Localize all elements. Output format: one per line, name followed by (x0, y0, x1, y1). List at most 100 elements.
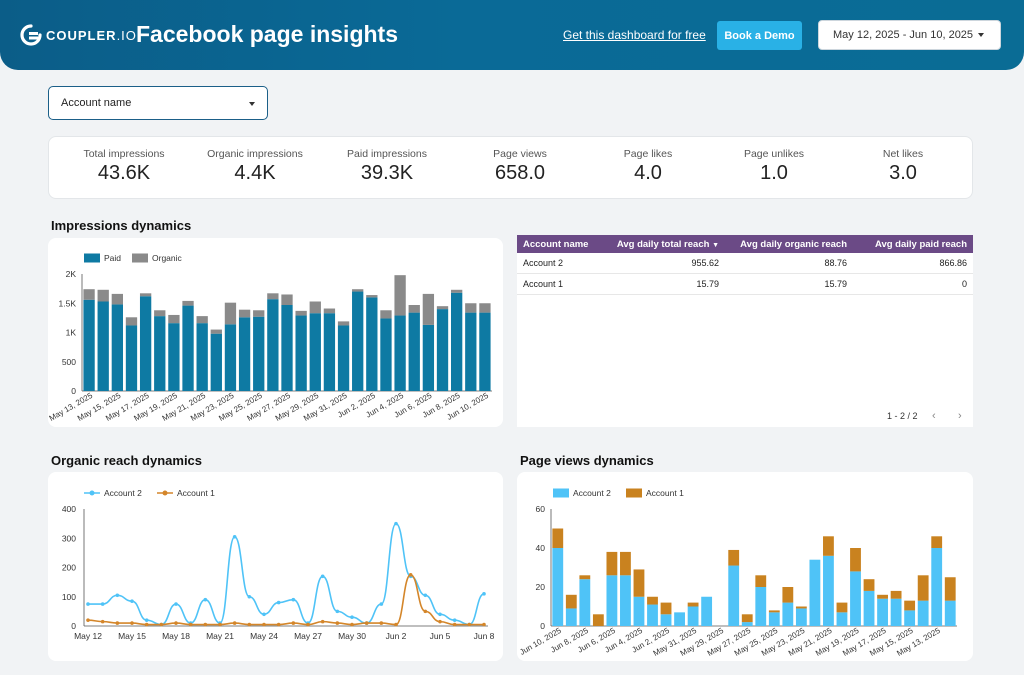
col-avg-paid-reach[interactable]: Avg daily paid reach (874, 238, 967, 250)
bar-account-1 (768, 610, 780, 613)
point-account-1 (144, 622, 149, 627)
col-avg-total-reach[interactable]: Avg daily total reach ▼ (615, 239, 725, 250)
bar-account-2 (917, 600, 929, 626)
bar-account-1 (565, 594, 577, 609)
get-dashboard-link[interactable]: Get this dashboard for free (563, 28, 706, 42)
cell: 866.86 (939, 258, 967, 268)
legend-label: Organic (152, 253, 183, 263)
legend-label: Account 1 (177, 488, 215, 498)
kpi-label: Organic impressions (207, 148, 303, 160)
prev-page-icon[interactable]: ‹ (932, 410, 936, 422)
point-account-1 (320, 619, 325, 624)
bar-organic (224, 302, 237, 325)
bar-organic (394, 275, 406, 316)
point-account-1 (159, 622, 164, 627)
point-account-2 (320, 574, 325, 579)
x-tick-label: May 30 (338, 631, 366, 641)
x-tick-label: May 12 (74, 631, 102, 641)
coupler-logo[interactable]: COUPLER.IO (20, 24, 137, 46)
bar-account-1 (795, 606, 807, 609)
bar-organic (479, 303, 491, 313)
y-tick-label: 300 (62, 533, 76, 543)
kpi-page-unlikes: Page unlikes 1.0 (709, 148, 839, 185)
point-account-2 (144, 618, 149, 622)
bar-account-2 (633, 596, 645, 626)
bar-paid (139, 296, 152, 391)
point-account-1 (467, 622, 472, 627)
y-tick-label: 100 (62, 592, 76, 602)
legend-swatch (84, 253, 100, 263)
bar-account-1 (917, 575, 929, 601)
point-account-1 (203, 622, 208, 627)
cell: Account 1 (523, 279, 564, 289)
x-tick-label: May 24 (250, 631, 278, 641)
bar-account-1 (836, 602, 848, 613)
bar-account-2 (660, 614, 672, 626)
bar-organic (267, 293, 279, 300)
bar-account-2 (863, 590, 875, 626)
y-tick-label: 60 (536, 504, 546, 514)
bar-organic (238, 309, 251, 318)
x-tick-label: Jun 2 (386, 631, 407, 641)
bar-account-1 (823, 536, 834, 556)
bar-paid (337, 325, 350, 391)
bar-account-1 (592, 614, 604, 626)
cell: 955.62 (691, 258, 719, 268)
point-account-1 (350, 622, 354, 627)
bar-account-1 (647, 596, 658, 605)
kpi-label: Paid impressions (347, 148, 427, 160)
series-line-account-2 (88, 522, 485, 626)
reach-table: Account name Avg daily total reach ▼ Avg… (517, 235, 973, 427)
kpi-label: Page views (493, 148, 547, 160)
y-tick-label: 40 (536, 543, 546, 553)
bar-paid (422, 324, 435, 391)
point-account-1 (276, 622, 281, 627)
bar-organic (451, 289, 463, 293)
bar-paid (352, 291, 364, 391)
legend-swatch-dot (89, 490, 95, 496)
bar-account-1 (741, 614, 753, 623)
bar-organic (111, 293, 123, 305)
header: COUPLER.IO Facebook page insights Get th… (0, 0, 1024, 70)
kpi-value: 3.0 (889, 162, 917, 184)
col-avg-organic-reach[interactable]: Avg daily organic reach (740, 238, 847, 250)
cell: 15.79 (824, 279, 847, 289)
bar-account-2 (931, 548, 943, 626)
bar-account-2 (674, 612, 685, 626)
table-row[interactable]: Account 1 15.79 15.79 0 (517, 274, 973, 295)
impressions-title: Impressions dynamics (51, 218, 192, 233)
bar-paid (111, 304, 123, 391)
page-views-chart-panel: Account 2 Account 1 0 20 40 60 Jun 10, 2025 Jun… (517, 472, 973, 661)
table-row[interactable]: Account 2 955.62 88.76 866.86 (517, 253, 973, 274)
bar-organic (465, 303, 477, 313)
bar-account-2 (755, 587, 767, 626)
point-account-1 (86, 618, 90, 622)
book-demo-button[interactable]: Book a Demo (717, 21, 802, 50)
next-page-icon[interactable]: › (958, 410, 962, 422)
cell: 88.76 (824, 258, 847, 268)
bar-account-2 (647, 604, 658, 626)
bar-organic (97, 289, 109, 302)
point-account-1 (262, 622, 266, 627)
point-account-2 (247, 594, 252, 599)
bar-account-2 (768, 612, 780, 626)
point-account-2 (203, 597, 208, 602)
date-range-select[interactable]: May 12, 2025 - Jun 10, 2025 (818, 20, 1001, 50)
bar-organic (323, 308, 336, 314)
point-account-1 (452, 622, 457, 627)
bar-organic (408, 305, 420, 313)
point-account-1 (482, 622, 486, 627)
bar-account-2 (850, 571, 861, 626)
bar-paid (182, 305, 194, 391)
bar-account-2 (565, 608, 577, 626)
point-account-2 (115, 593, 120, 598)
y-tick-label: 2K (66, 269, 77, 279)
col-account-name[interactable]: Account name (523, 238, 589, 250)
series-line-account-1 (87, 574, 484, 626)
pagination-info: 1 - 2 / 2 (887, 411, 918, 421)
bar-organic (366, 295, 378, 298)
impressions-chart-panel: Paid Organic 0 500 1K 1.5K 2K May 13, 2025 May 1… (48, 238, 503, 427)
account-name-filter[interactable]: Account name (48, 86, 268, 120)
kpi-value: 43.6K (97, 162, 151, 184)
x-tick-label: Jun 8 (474, 631, 495, 641)
